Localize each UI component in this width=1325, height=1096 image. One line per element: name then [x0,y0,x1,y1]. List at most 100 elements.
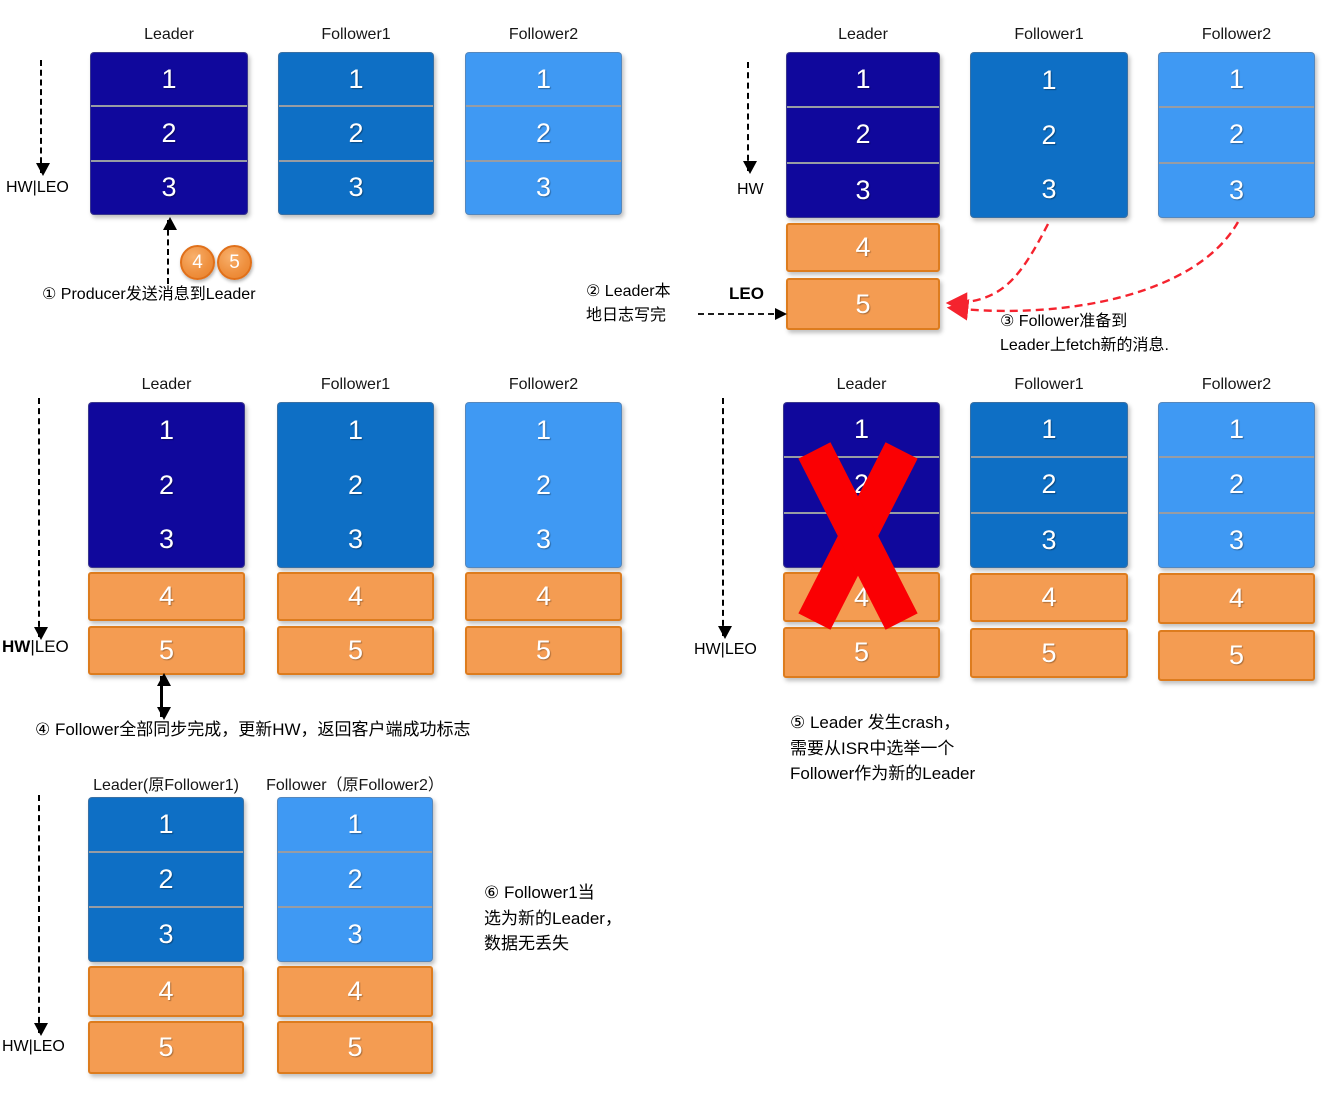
log-block-uncommitted: 4 [88,966,244,1017]
column-header: Leader [838,26,888,43]
arrowhead-right-icon [775,308,787,320]
log-block: 1 [535,63,552,94]
flow-arrow-vertical [743,62,757,174]
offset-marker-text: |LEO [30,637,69,656]
column-header: Leader [836,376,887,393]
column-header: Leader [141,376,192,393]
fetch-request-arrow [945,223,1050,314]
column-header: Follower（原Follower2） [266,777,444,794]
arrowhead-down-icon [157,707,171,720]
step-caption: ③ Follower准备到 Leader上fetch新的消息. [1000,313,1169,354]
arrowhead-down-icon [718,626,732,639]
log-block: 1 [1228,414,1245,445]
offset-marker-text: HW|LEO [6,179,69,196]
log-block-uncommitted: 5 [88,626,245,675]
log-column-leader: 1 2 3 [88,402,245,568]
log-block: 1 [1041,64,1057,95]
column-header: Follower2 [508,376,579,393]
column-header: Follower2 [508,26,579,43]
arrowhead-down-icon [743,161,757,174]
arrowhead-down-icon [36,163,50,176]
column-header: Follower1 [321,26,391,43]
log-block: 3 [971,511,1127,567]
log-block: 2 [279,105,433,159]
step-caption: ⑥ Follower1当 选为新的Leader， 数据无丢失 [484,883,622,953]
log-block: 1 [1228,64,1245,95]
log-block: 2 [787,106,939,161]
log-block-uncommitted: 4 [277,572,434,621]
offset-marker-label: HW [737,181,764,199]
log-block: 2 [89,851,243,906]
column-header: Follower2 [1201,376,1272,393]
log-block: 3 [278,906,432,961]
log-block: 3 [466,159,621,214]
log-block: 2 [1041,119,1057,150]
log-block-uncommitted: 5 [277,1021,433,1074]
log-block: 2 [91,105,247,159]
log-block-uncommitted: 5 [783,627,940,678]
log-block-uncommitted: 5 [786,278,940,330]
log-block: 3 [1159,161,1314,217]
log-block-uncommitted: 4 [970,573,1128,622]
log-block-uncommitted: 5 [465,626,622,675]
log-block-uncommitted: 4 [88,572,245,621]
arrowhead-up-icon [157,673,171,686]
log-block: 1 [158,809,174,839]
offset-marker-label: HW|LEO [694,641,757,659]
flow-arrow-vertical [718,398,732,639]
offset-marker-label: LEO [729,284,764,304]
step-caption: ④ Follower全部同步完成，更新HW，返回客户端成功标志 [35,720,471,739]
log-block-uncommitted: 5 [1158,630,1315,681]
log-block: 3 [347,524,364,555]
log-block: 2 [466,105,621,159]
flow-arrow-vertical [157,673,171,720]
flow-arrow-vertical [36,60,50,176]
incoming-message-badge: 4 [180,245,215,280]
log-block: 1 [158,414,175,445]
flow-arrow-horizontal [698,308,787,320]
offset-marker-text: HW [2,637,31,656]
offset-marker-label: HW|LEO [2,1038,65,1056]
red-arrow-group [945,221,1240,321]
fetch-request-arrow [946,221,1240,321]
offset-marker-text: HW|LEO [2,1038,65,1055]
offset-marker-label: HW|LEO [6,179,69,197]
log-block-uncommitted: 4 [786,223,940,272]
log-block: 3 [535,524,552,555]
column-header: Follower1 [1014,26,1084,43]
log-block-uncommitted: 4 [277,966,433,1017]
log-block: 1 [347,809,363,839]
flow-arrow-vertical [163,217,177,284]
step-caption: ⑤ Leader 发生crash， 需要从ISR中选举一个 Follower作为… [790,713,976,783]
log-block: 1 [1041,414,1057,445]
arrowhead-down-icon [34,1023,48,1036]
log-block: 2 [278,851,432,906]
log-block: 2 [347,469,364,500]
log-block: 3 [279,159,433,214]
log-block-uncommitted: 4 [465,572,622,621]
log-block: 3 [89,906,243,961]
log-block: 1 [853,414,870,445]
log-block-uncommitted: 5 [88,1021,244,1074]
log-block: 3 [158,524,175,555]
column-header: Leader(原Follower1) [93,777,239,794]
log-block: 3 [1041,174,1057,205]
log-block: 2 [158,469,175,500]
log-block-uncommitted: 5 [970,628,1128,678]
log-block: 3 [1159,511,1314,567]
log-block: 2 [1159,106,1314,161]
step-caption: ① Producer发送消息到Leader [42,286,256,303]
log-block: 3 [787,161,939,217]
offset-marker-label: HW|LEO [2,637,69,657]
arrowhead-down-icon [34,627,48,640]
incoming-message-badge: 5 [217,245,252,280]
log-block: 3 [91,159,247,214]
